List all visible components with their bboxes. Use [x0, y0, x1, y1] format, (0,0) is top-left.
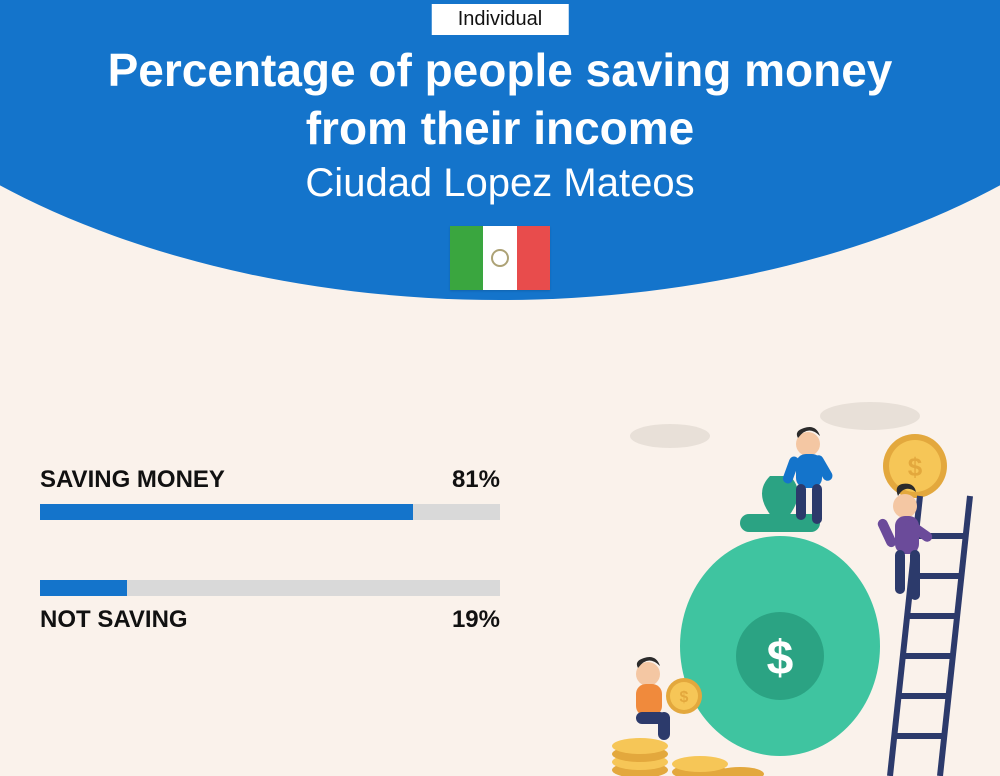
- bar-saving-fill: [40, 504, 413, 520]
- bar-saving-label: SAVING MONEY: [40, 466, 225, 494]
- bag-tie: [740, 514, 820, 532]
- flag-stripe-white: [483, 226, 516, 290]
- bar-notsaving-fill: [40, 580, 127, 596]
- flag-mexico-icon: [450, 226, 550, 290]
- bar-saving: SAVING MONEY 81%: [40, 466, 500, 520]
- cloud-icon: [630, 424, 710, 448]
- bar-notsaving-value: 19%: [452, 606, 500, 634]
- savings-illustration: $ $: [580, 396, 980, 776]
- bar-notsaving-track: [40, 580, 500, 596]
- cloud-icon: [820, 402, 920, 430]
- bar-saving-value: 81%: [452, 466, 500, 494]
- flag-stripe-red: [517, 226, 550, 290]
- title-block: Percentage of people saving money from t…: [0, 42, 1000, 206]
- svg-text:$: $: [680, 689, 689, 706]
- flag-emblem-icon: [491, 249, 509, 267]
- title-line2: from their income: [0, 100, 1000, 158]
- bar-saving-track: [40, 504, 500, 520]
- subtitle: Ciudad Lopez Mateos: [0, 161, 1000, 206]
- bar-notsaving: NOT SAVING 19%: [40, 580, 500, 634]
- dollar-icon: $: [908, 452, 923, 482]
- person-ladder: [876, 484, 934, 600]
- category-badge: Individual: [432, 4, 569, 35]
- flag-stripe-green: [450, 226, 483, 290]
- bar-notsaving-label: NOT SAVING: [40, 606, 188, 634]
- bar-chart: SAVING MONEY 81% NOT SAVING 19%: [40, 466, 500, 694]
- title-line1: Percentage of people saving money: [0, 42, 1000, 100]
- dollar-icon: $: [767, 632, 794, 685]
